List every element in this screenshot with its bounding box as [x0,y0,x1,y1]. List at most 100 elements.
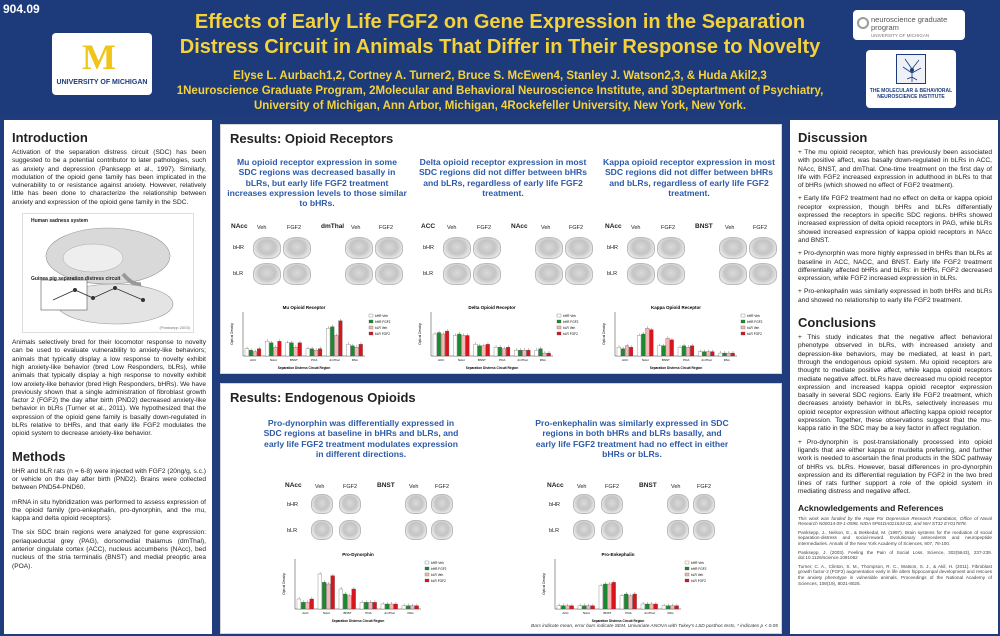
bar [561,605,566,610]
poster-header: 904.09 M UNIVERSITY OF MICHIGAN Effects … [0,0,1000,117]
legend-entry: bLR Veh [431,573,443,577]
bar [318,348,323,357]
acknowledgements-heading: Acknowledgements and References [798,502,944,513]
bar [253,351,257,357]
proenkephalin-autoradiograph-panel: NAcc Veh FGF2 BNST Veh FGF2 bHR bLR [547,480,717,554]
bar [385,603,390,610]
discussion-heading: Discussion [798,130,868,145]
bar [620,348,625,357]
delta-receptor-chart: Delta Opioid Receptor Optical Density Sepa… [417,303,593,371]
bar [277,341,282,357]
veh-label: Veh [541,225,551,231]
veh-label: Veh [671,484,681,490]
opioid-receptors-heading: Results: Opioid Receptors [230,131,394,146]
bar [338,588,343,610]
bar [629,347,634,357]
kappa-region-label-2: BNST [695,223,713,230]
kappa-finding: Kappa opioid receptor expression in most… [603,157,775,198]
legend-swatch [740,325,746,330]
bar [669,339,674,357]
legend-entry: bHR FGF2 [431,567,447,571]
legend-swatch [684,560,690,565]
legend-entry: bLR FGF2 [747,332,762,336]
x-tick-label: ACC [250,358,257,362]
discussion-point-4: + Pro-enkephalin was similarly expressed… [798,288,992,304]
prodynorphin-autoradiograph-panel: NAcc Veh FGF2 BNST Veh FGF2 bHR bLR [285,480,455,554]
bar [406,605,411,610]
bar [686,347,690,357]
legend-entry: bLR Veh [563,326,575,330]
bar [326,327,331,357]
x-axis-label: Separation Distress Circuit Region [332,619,385,623]
bar [514,349,519,357]
x-tick-label: ACC [438,358,445,362]
bar [359,602,364,610]
bar [542,352,547,357]
veh-label: Veh [577,484,587,490]
bar [346,344,351,357]
veh-label: Veh [257,225,267,231]
mu-region-label-1: NAcc [231,223,248,230]
legend-entry: bLR Veh [747,326,759,330]
brain-section-image [473,237,501,259]
brain-section-image [283,237,311,259]
brain-section-image [431,520,453,540]
right-column: Discussion + The mu opioid receptor, whi… [790,120,998,634]
bar [338,320,343,357]
bar [661,605,666,610]
bar [481,345,486,357]
proenkephalin-finding: Pro-enkephalin was similarly expressed i… [535,418,729,459]
bar [628,595,633,610]
brain-section-image [573,494,595,514]
x-tick-label: NAcc [458,358,466,362]
ngp-swirl-icon [857,17,869,29]
methods-paragraph-3: The six SDC brain regions were analyzed … [12,529,206,570]
block-m-icon: M [82,37,116,77]
brain-section-image [443,237,471,259]
fgf2-label: FGF2 [343,484,358,490]
bar [661,345,666,357]
bar [616,347,621,357]
x-tick-label: BNST [290,358,298,362]
university-of-michigan-logo: M UNIVERSITY OF MICHIGAN [52,33,152,95]
x-tick-label: NAcc [642,358,650,362]
bar [637,335,642,357]
x-tick-label: ACC [302,611,309,615]
legend-entry: bHR FGF2 [747,320,763,324]
legend-swatch [368,331,374,336]
dyn-region-label-1: NAcc [285,482,302,489]
x-tick-label: PAG [667,611,674,615]
legend-entry: bHR Veh [747,314,760,318]
bar [309,598,314,610]
title-line-2: Distress Circuit in Animals That Differ … [179,36,821,58]
brain-section-image [311,520,333,540]
bar [465,335,470,357]
neuroscience-graduate-program-logo: neuroscience graduate program UNIVERSITY… [853,10,965,40]
x-tick-label: POA [365,611,371,615]
neuron-drawing-icon [896,54,926,84]
enk-region-label-1: NAcc [547,482,564,489]
bar [461,335,466,357]
ngp-logo-text: neuroscience graduate program [871,15,948,32]
bar [518,349,523,357]
bar [546,352,551,357]
introduction-paragraph-1: Activation of the separation distress ci… [12,149,206,206]
brain-section-image [473,263,501,285]
veh-label: Veh [409,484,419,490]
bar [436,332,441,357]
blr-row-label: bLR [423,271,434,277]
bar [497,347,502,357]
brain-section-image [535,237,563,259]
brain-section-image [749,237,777,259]
x-tick-label: PAG [540,358,547,362]
brain-section-image [573,520,595,540]
veh-label: Veh [315,484,325,490]
bar [611,582,616,610]
kappa-receptor-chart: Kappa Opioid Receptor Optical Density Sepa… [601,303,777,371]
legend-entry: bHR Veh [375,314,388,318]
brain-section-image [667,494,689,514]
x-tick-label: BNST [662,358,670,362]
conclusion-point-2: + Pro-dynorphin is post-translationally … [798,438,992,496]
bar [698,351,703,357]
